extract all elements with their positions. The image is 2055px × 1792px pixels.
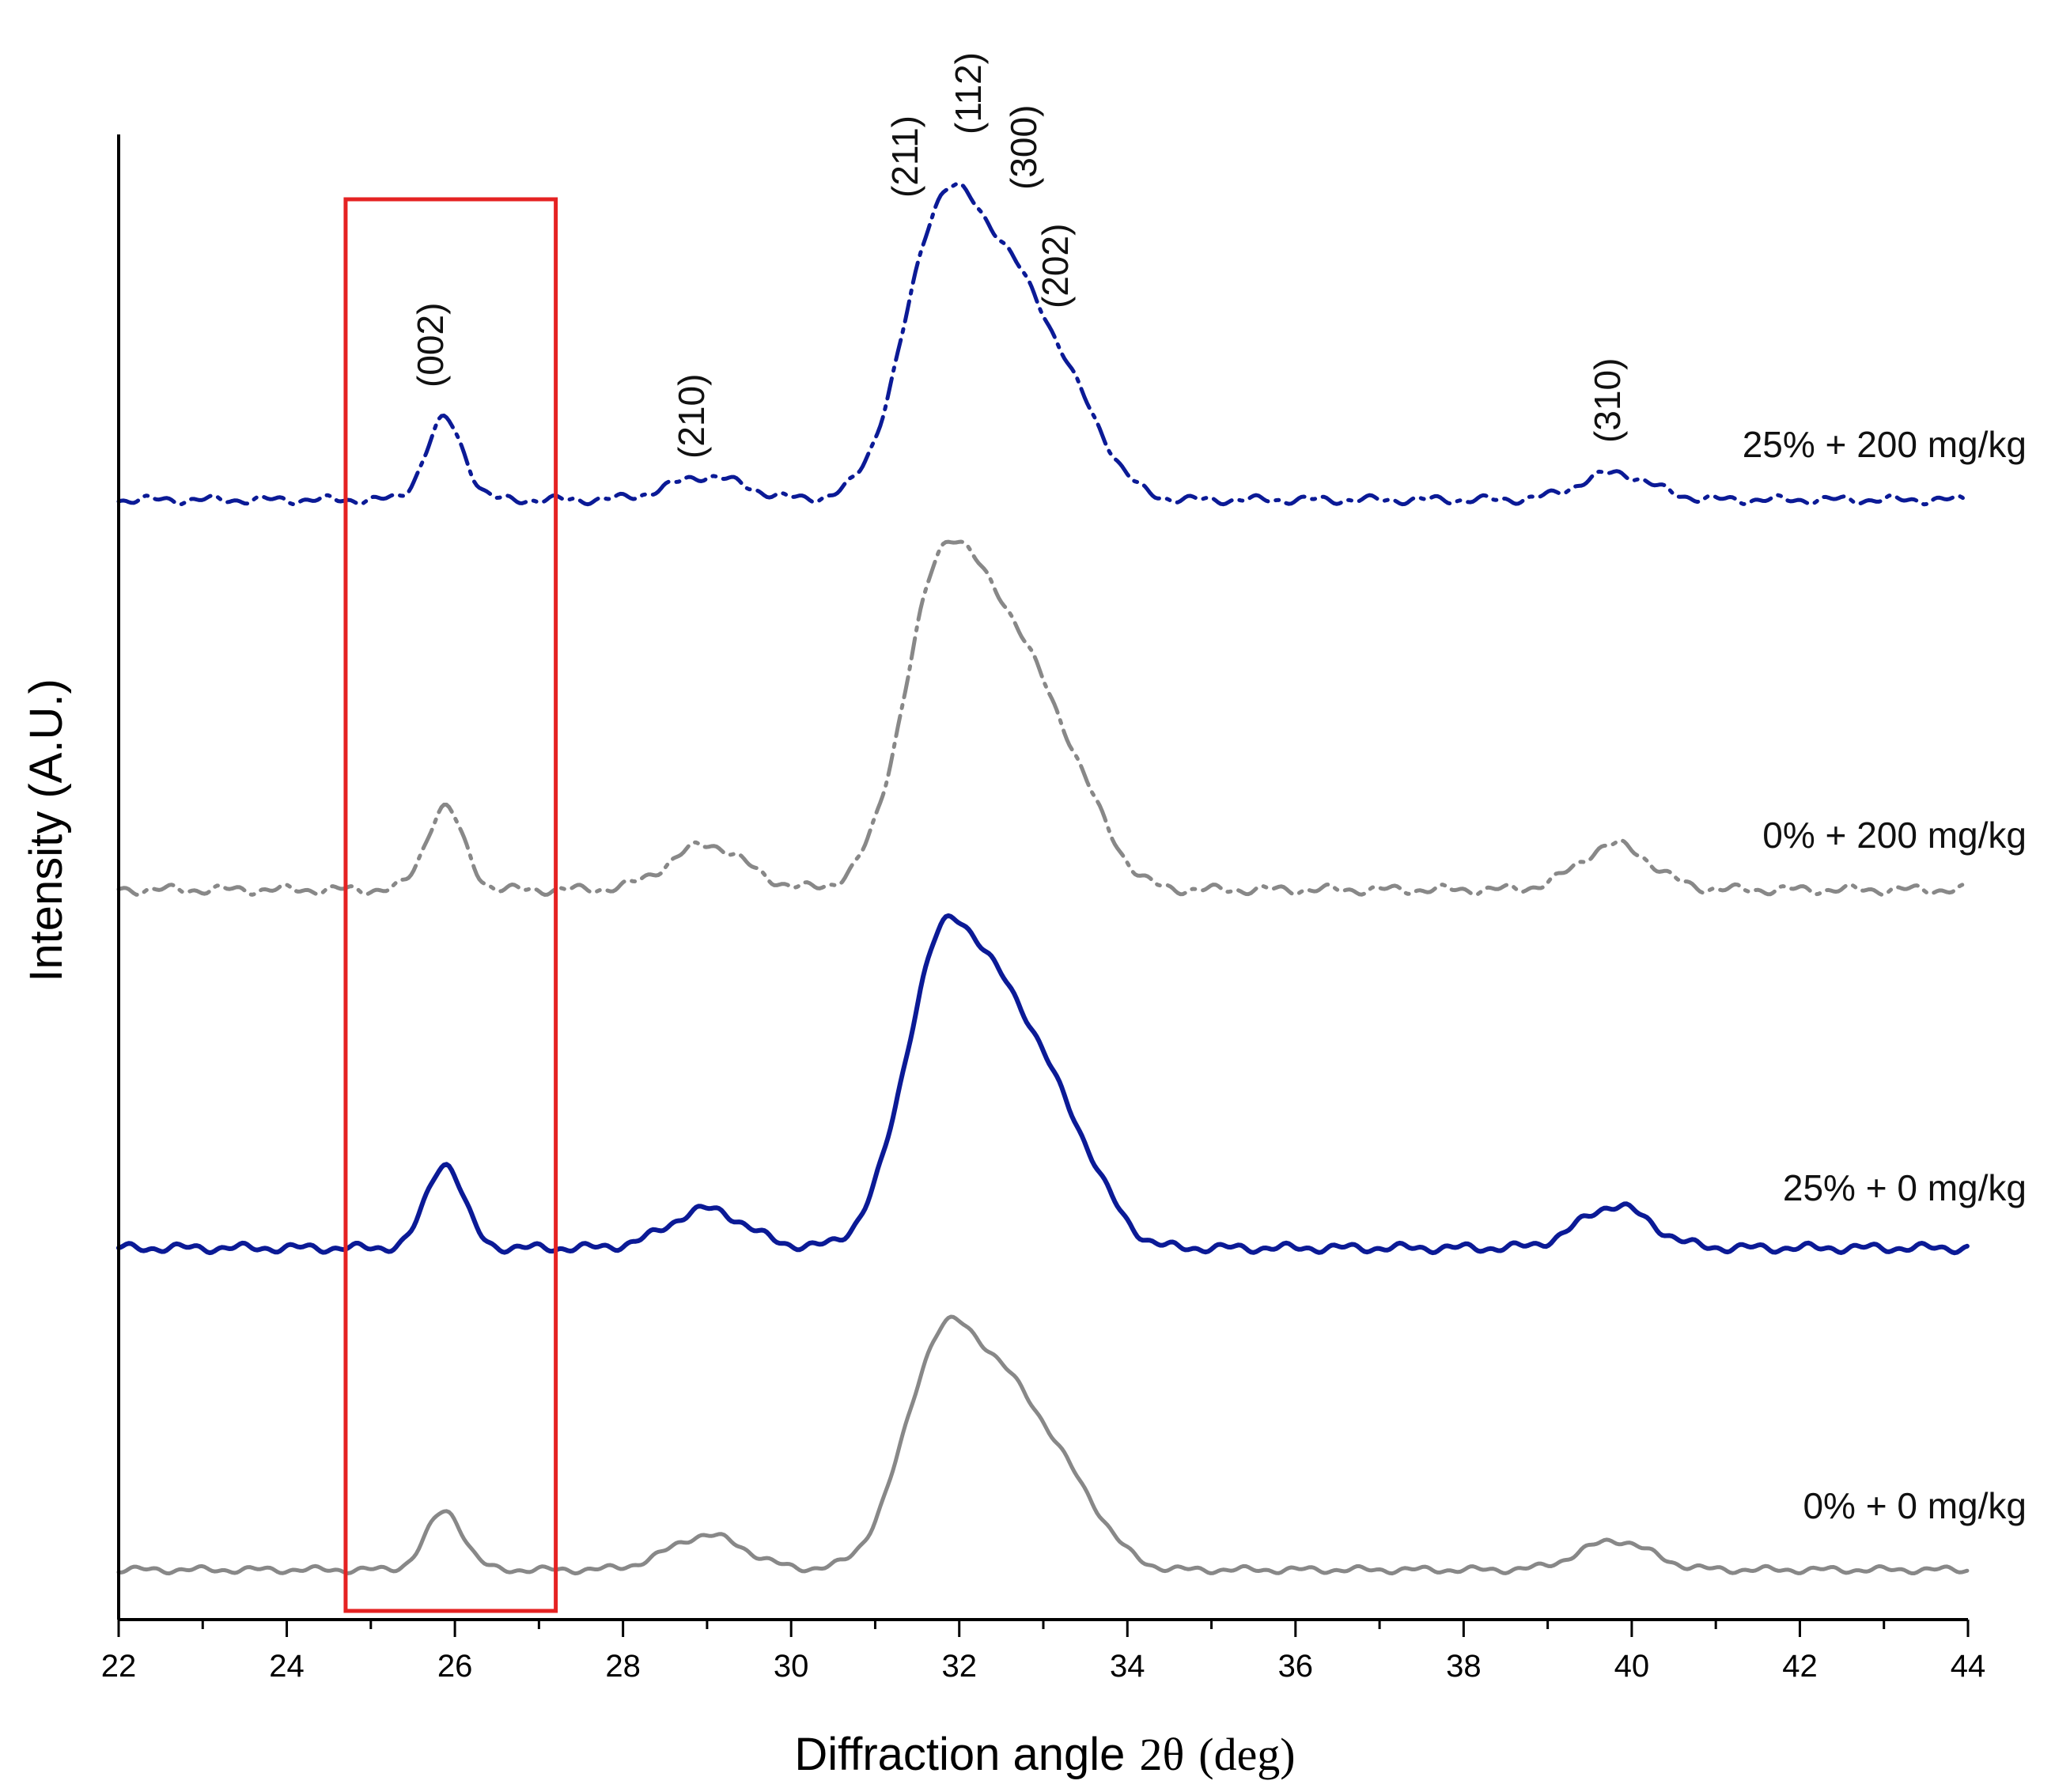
x-tick-label: 24 [269,1649,305,1684]
peak-label: (310) [1587,358,1628,443]
x-tick-label: 34 [1110,1649,1145,1684]
x-tick-label: 30 [774,1649,809,1684]
x-tick-label: 40 [1614,1649,1650,1684]
x-tick-label: 28 [605,1649,641,1684]
peak-label: (300) [1003,105,1044,190]
series-label-3: 0% + 200 mg/kg [1762,815,2027,856]
series-line-4 [116,181,1970,507]
series-layer [116,181,1970,1576]
x-tick-label: 26 [437,1649,473,1684]
x-axis-label-unit: (deg) [1198,1729,1295,1780]
series-label-2: 25% + 0 mg/kg [1783,1167,2027,1208]
x-tick-label: 22 [101,1649,137,1684]
series-line-2 [116,913,1970,1256]
y-axis-label: Intensity (A.U.) [21,679,72,982]
series-line-1 [116,1314,1970,1576]
series-line-3 [116,539,1970,898]
x-tick-label: 38 [1446,1649,1482,1684]
x-tick-label: 32 [941,1649,977,1684]
highlight-box-002 [343,197,558,1613]
series-labels: 0% + 0 mg/kg 25% + 0 mg/kg 0% + 200 mg/kg 2… [1743,424,2027,1526]
series-label-4: 25% + 200 mg/kg [1743,424,2027,465]
x-tick-label: 44 [1951,1649,1986,1684]
peak-label: (202) [1035,224,1076,308]
x-ticks: 22 24 26 28 30 32 34 36 38 40 42 44 [101,1620,1986,1684]
x-axis-label-symbol: 2θ [1139,1729,1184,1780]
x-tick-label: 36 [1278,1649,1314,1684]
x-tick-label: 42 [1782,1649,1818,1684]
x-axis-label-text: Diffraction angle [794,1729,1125,1780]
peak-label: (112) [948,52,989,134]
peak-label: (211) [884,115,925,198]
series-label-1: 0% + 0 mg/kg [1803,1485,2027,1526]
peak-labels: (002) (210) (211) (112) (300) (202) (310) [410,52,1628,459]
peak-label: (210) [671,374,712,459]
peak-label: (002) [410,303,451,388]
x-axis-label: Diffraction angle 2θ (deg) [794,1729,1295,1780]
